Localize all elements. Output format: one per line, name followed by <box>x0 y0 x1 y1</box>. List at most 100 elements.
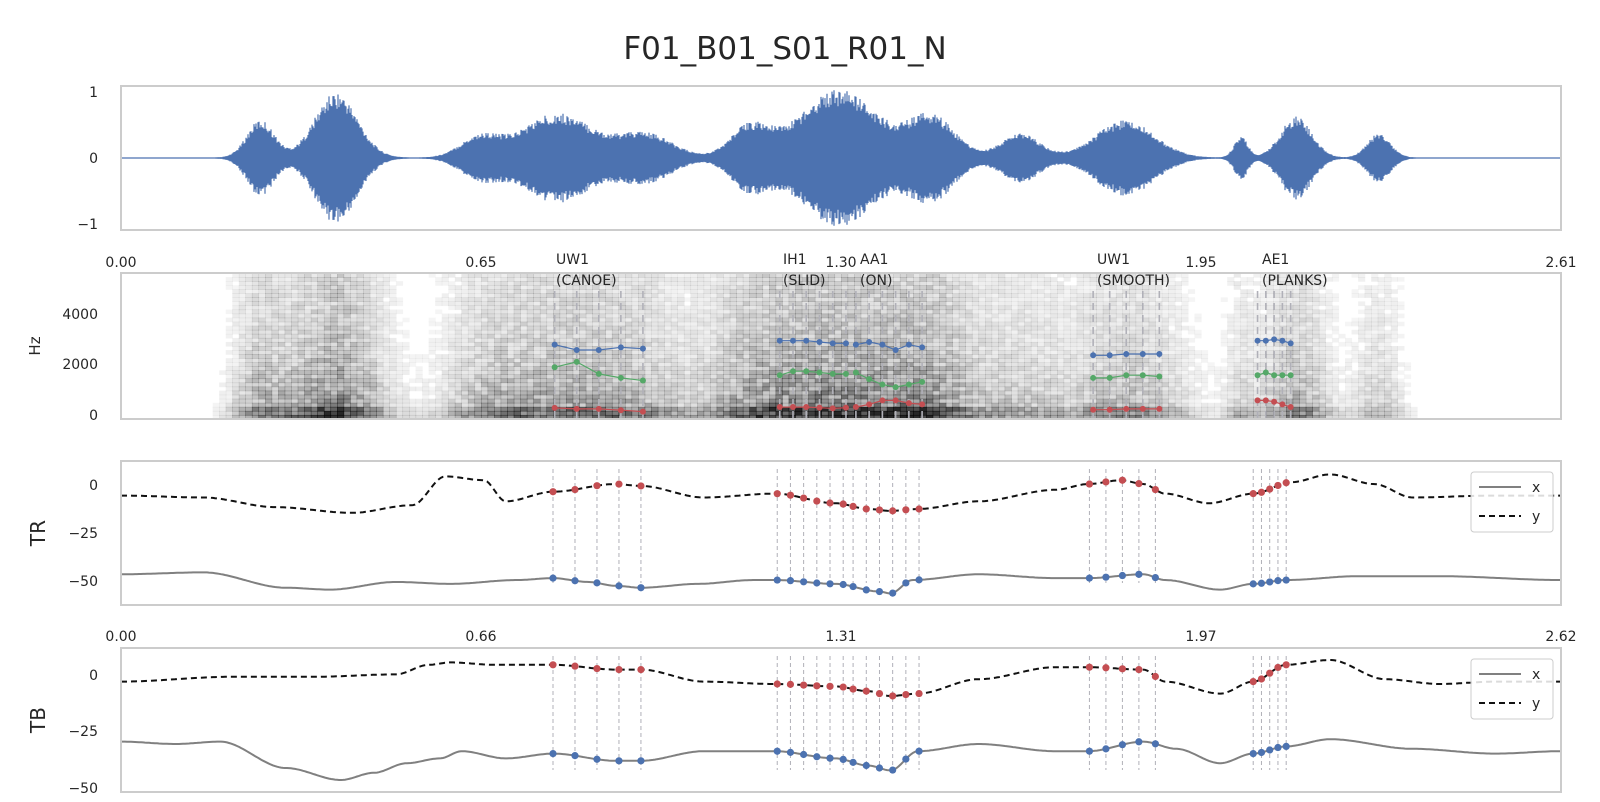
spec-cell <box>697 305 705 311</box>
spec-cell <box>337 305 345 311</box>
spec-cell <box>664 390 672 396</box>
spec-cell <box>932 374 940 380</box>
spec-cell <box>1135 354 1143 359</box>
spec-cell <box>834 309 842 315</box>
spec-cell <box>697 285 705 290</box>
spec-cell <box>932 273 940 278</box>
spec-cell <box>245 378 253 384</box>
spec-cell <box>278 309 286 315</box>
spec-cell <box>703 289 711 294</box>
spec-cell <box>958 346 966 351</box>
spec-cell <box>402 354 410 359</box>
spec-cell <box>245 358 253 363</box>
spec-cell <box>304 297 312 302</box>
spec-cell <box>435 382 443 388</box>
spec-cell <box>1102 325 1110 331</box>
spec-cell <box>945 398 953 404</box>
spec-cell <box>323 358 332 363</box>
spec-cell <box>494 350 502 355</box>
spec-cell <box>932 370 940 375</box>
spec-cell <box>559 358 567 363</box>
spec-cell <box>1129 346 1137 351</box>
spec-cell <box>363 390 371 396</box>
spec-cell <box>428 321 436 327</box>
spec-cell <box>559 321 567 327</box>
spec-cell <box>441 325 449 331</box>
spec-cell <box>382 346 390 351</box>
spec-cell <box>350 378 358 384</box>
spec-cell <box>598 390 606 396</box>
spec-cell <box>1037 277 1045 282</box>
spec-cell <box>893 414 901 420</box>
spec-cell <box>585 317 593 323</box>
spec-cell <box>749 281 757 286</box>
spec-cell <box>1076 277 1084 282</box>
spec-cell <box>644 305 652 311</box>
spec-cell <box>736 277 744 282</box>
spec-cell <box>1083 273 1091 278</box>
spec-cell <box>533 386 541 392</box>
spec-cell <box>1063 398 1071 404</box>
spec-cell <box>297 414 305 420</box>
spec-cell <box>906 346 914 351</box>
spec-cell <box>625 402 633 408</box>
spec-cell <box>677 370 685 375</box>
spec-cell <box>716 273 724 278</box>
spec-cell <box>723 366 731 371</box>
spec-cell <box>350 350 358 355</box>
spec-cell <box>697 325 705 331</box>
spec-cell <box>795 370 803 375</box>
spec-cell <box>225 402 233 408</box>
spec-cell <box>507 370 515 375</box>
spec-cell <box>212 402 220 408</box>
spec-cell <box>1037 346 1045 351</box>
spec-cell <box>1011 281 1019 286</box>
spec-cell <box>965 321 973 327</box>
spec-cell <box>808 350 816 355</box>
spec-cell <box>598 313 606 319</box>
spec-cell <box>1115 386 1124 392</box>
spec-cell <box>1004 410 1012 416</box>
spec-cell <box>337 297 345 302</box>
spec-cell <box>1129 309 1137 315</box>
spec-cell <box>886 366 894 371</box>
spec-cell <box>1050 354 1058 359</box>
spec-cell <box>585 309 593 315</box>
spec-cell <box>232 337 240 343</box>
spec-cell <box>500 273 508 278</box>
spec-cell <box>415 414 423 420</box>
spec-cell <box>873 285 881 290</box>
spec-cell <box>749 394 757 400</box>
spec-cell <box>376 329 384 335</box>
spec-cell <box>873 362 881 367</box>
spec-cell <box>932 346 940 351</box>
spec-cell <box>350 394 358 400</box>
spec-cell <box>520 273 528 278</box>
spec-cell <box>284 402 292 408</box>
spec-cell <box>893 341 901 347</box>
spec-cell <box>291 325 299 331</box>
spec-cell <box>860 297 868 302</box>
spec-cell <box>291 341 299 347</box>
spec-cell <box>507 301 515 307</box>
spec-cell <box>998 297 1006 302</box>
spec-cell <box>1017 285 1025 290</box>
spec-cell <box>1011 325 1019 331</box>
spec-cell <box>310 273 318 278</box>
spec-cell <box>245 301 253 307</box>
spec-cell <box>343 309 351 315</box>
spec-cell <box>467 410 476 416</box>
spec-cell <box>592 297 600 302</box>
spec-cell <box>494 317 502 323</box>
spec-cell <box>1004 325 1012 331</box>
spec-cell <box>1115 293 1124 298</box>
spec-cell <box>356 277 364 282</box>
spec-cell <box>631 354 639 359</box>
spec-cell <box>716 293 724 298</box>
spec-cell <box>1115 410 1124 416</box>
spec-cell <box>376 386 384 392</box>
spec-cell <box>703 293 711 298</box>
spec-cell <box>801 341 809 347</box>
spec-cell <box>939 281 947 286</box>
spec-cell <box>258 285 266 290</box>
